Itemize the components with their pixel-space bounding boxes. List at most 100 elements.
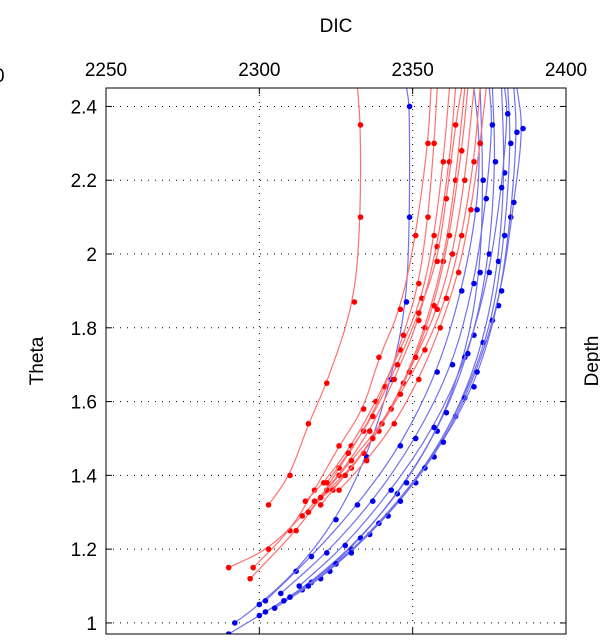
blue-data-point: [474, 369, 480, 375]
red-data-point: [416, 280, 422, 287]
red-data-point: [431, 232, 437, 239]
red-data-point: [370, 413, 376, 420]
red-data-point: [357, 214, 364, 220]
red-data-point: [443, 195, 450, 202]
blue-data-point: [511, 199, 517, 206]
blue-data-point: [520, 125, 526, 132]
red-data-point: [412, 354, 419, 361]
red-data-point: [299, 513, 306, 519]
blue-data-point: [412, 435, 419, 442]
blue-series-line: [234, 88, 411, 624]
red-data-point: [351, 299, 358, 305]
red-data-point: [391, 420, 398, 427]
blue-profile-series: [262, 88, 499, 615]
x-axis-label: DIC: [320, 16, 353, 37]
blue-data-point: [397, 443, 404, 449]
red-data-point: [302, 498, 309, 504]
red-data-point: [455, 269, 462, 276]
red-series-line: [304, 88, 451, 502]
blue-data-point: [403, 479, 410, 486]
red-data-point: [317, 502, 324, 508]
blue-data-point: [489, 122, 496, 128]
red-profile-series: [317, 88, 438, 501]
red-data-point: [434, 258, 441, 265]
red-data-point: [342, 472, 349, 479]
blue-data-point: [501, 232, 508, 239]
red-profile-series: [336, 88, 487, 493]
red-data-point: [452, 122, 459, 128]
red-data-point: [311, 487, 318, 493]
blue-data-point: [504, 111, 511, 117]
blue-profile-series: [262, 88, 483, 604]
blue-series-line: [283, 88, 511, 602]
blue-data-point: [474, 206, 480, 213]
blue-series-line: [280, 88, 492, 594]
red-series-line: [326, 88, 463, 484]
red-data-point: [431, 302, 437, 309]
red-data-point: [416, 317, 422, 324]
red-data-point: [443, 295, 450, 302]
red-data-point: [434, 306, 441, 313]
red-series-line: [320, 88, 438, 498]
blue-data-point: [440, 439, 447, 445]
red-series-line: [338, 88, 487, 491]
blue-data-point: [406, 214, 413, 220]
blue-data-point: [449, 361, 456, 368]
red-data-point: [412, 232, 419, 239]
red-data-point: [458, 232, 465, 239]
red-data-point: [400, 332, 407, 338]
red-data-point: [360, 406, 367, 412]
red-profile-series: [265, 88, 364, 508]
x-tick-label: 2250: [85, 60, 127, 81]
blue-series-line: [265, 88, 496, 613]
red-data-point: [293, 527, 299, 534]
blue-data-point: [471, 280, 477, 287]
plot-frame: [105, 87, 567, 635]
blue-data-point: [271, 605, 278, 611]
blue-data-point: [370, 498, 376, 504]
blue-profile-series: [278, 88, 496, 597]
red-data-point: [446, 232, 453, 239]
blue-data-point: [348, 550, 355, 556]
blue-data-point: [256, 601, 263, 608]
blue-data-point: [296, 583, 303, 589]
blue-data-point: [287, 594, 293, 600]
red-data-point: [440, 158, 447, 165]
blue-data-point: [225, 631, 232, 634]
red-data-point: [247, 575, 253, 582]
blue-data-point: [495, 258, 502, 265]
red-data-point: [397, 306, 404, 313]
right-panel-label-fragment: Depth: [582, 336, 600, 387]
blue-series-line: [274, 88, 505, 609]
blue-data-point: [262, 597, 269, 604]
blue-data-point: [458, 288, 465, 294]
red-profile-series: [225, 88, 457, 571]
red-profile-series: [324, 88, 463, 486]
red-data-point: [287, 472, 293, 479]
blue-data-point: [508, 214, 514, 220]
red-data-point: [468, 206, 474, 213]
blue-data-point: [342, 542, 349, 549]
blue-data-point: [324, 550, 330, 556]
red-data-point: [425, 140, 431, 147]
red-data-point: [324, 479, 330, 486]
red-data-point: [366, 428, 373, 434]
red-data-point: [370, 435, 376, 442]
blue-data-point: [262, 609, 269, 615]
red-data-point: [265, 502, 272, 508]
red-series-line: [268, 88, 362, 506]
blue-data-point: [477, 269, 483, 276]
red-data-point: [317, 494, 324, 501]
blue-data-point: [508, 140, 514, 147]
blue-data-point: [514, 129, 520, 136]
red-data-point: [336, 465, 342, 471]
blue-data-point: [486, 269, 493, 276]
blue-data-point: [305, 583, 312, 589]
y-tick-label: 1.8: [71, 319, 97, 340]
blue-data-point: [431, 424, 437, 431]
red-data-point: [345, 450, 352, 457]
red-data-point: [250, 564, 256, 571]
blue-data-point: [397, 498, 404, 504]
red-data-point: [471, 158, 477, 165]
